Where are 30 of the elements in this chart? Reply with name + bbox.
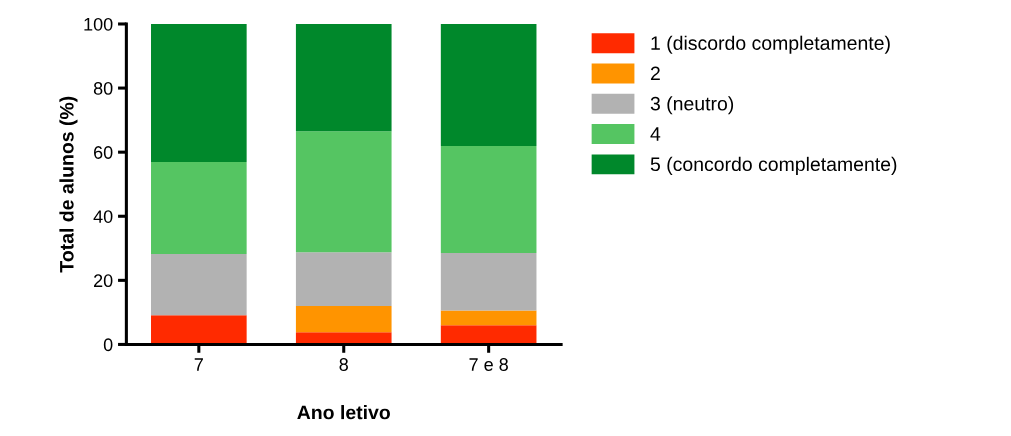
- x-tick-label: 8: [339, 358, 348, 371]
- bar: [440, 325, 537, 345]
- legend-label: 4: [650, 127, 661, 141]
- y-axis-title: Total de alunos (%): [59, 96, 78, 273]
- y-tick-label: 40: [93, 210, 113, 223]
- y-tick-label: 80: [93, 82, 113, 95]
- legend-label: 2: [650, 66, 660, 81]
- bar: [151, 162, 247, 255]
- legend-label: 1 (discordo completamente): [651, 35, 890, 54]
- bar: [295, 305, 392, 333]
- bar: [151, 254, 247, 316]
- bar: [440, 310, 537, 326]
- x-axis-title: Ano letivo: [297, 405, 390, 420]
- bar: [440, 23, 537, 147]
- x-tick-label: 7: [194, 358, 203, 371]
- y-tick-label: 100: [84, 17, 113, 31]
- bar: [151, 23, 247, 163]
- bar: [440, 253, 537, 311]
- legend-label: 5 (concordo completamente): [650, 156, 897, 175]
- bar: [440, 146, 537, 254]
- y-tick-label: 0: [103, 338, 113, 352]
- bar: [151, 315, 247, 345]
- bar: [295, 332, 392, 345]
- y-tick-label: 20: [94, 274, 113, 288]
- x-tick-label: 7 e 8: [469, 358, 508, 371]
- bar: [295, 23, 392, 132]
- y-tick-label: 60: [94, 146, 113, 159]
- bar: [295, 131, 392, 253]
- legend-label: 3 (neutro): [650, 96, 734, 115]
- bar: [295, 252, 392, 306]
